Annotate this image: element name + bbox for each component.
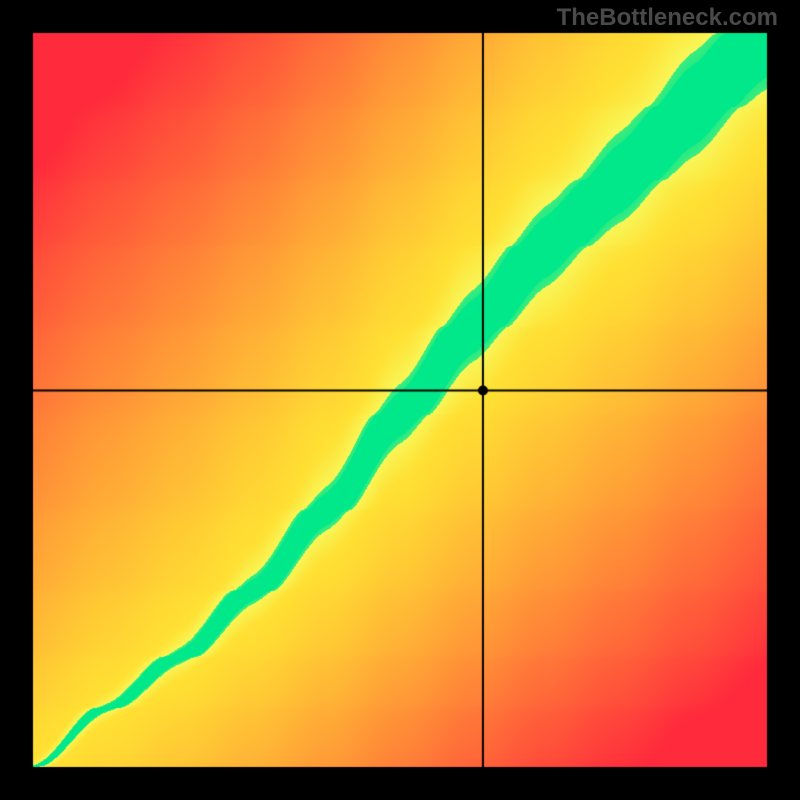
attribution-text: TheBottleneck.com: [557, 4, 778, 32]
chart-container: TheBottleneck.com: [0, 0, 800, 800]
bottleneck-heatmap-canvas: [0, 0, 800, 800]
